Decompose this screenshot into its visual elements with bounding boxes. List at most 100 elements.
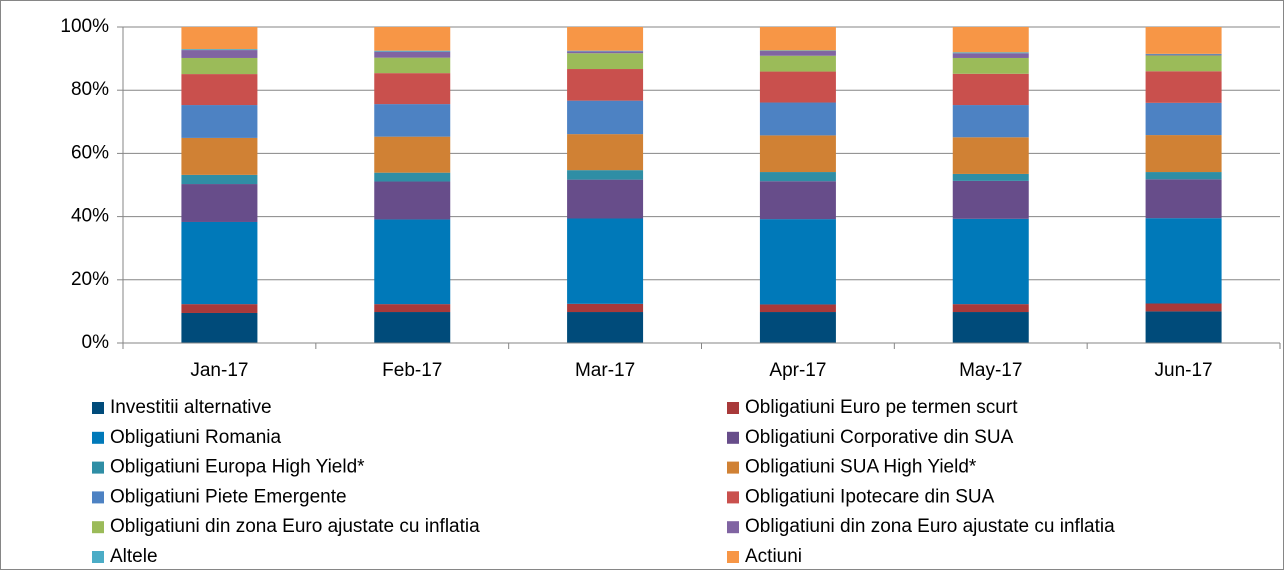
bar-segment [567,179,644,219]
legend-label: Obligatiuni Europa High Yield* [110,457,365,478]
bar-segment [181,312,258,343]
bar-segment [1145,55,1222,72]
bar-segment [1145,172,1222,180]
bar-segment [759,312,836,343]
legend-swatch [727,431,739,444]
y-tick-label: 40% [71,206,109,227]
legend-label: Obligatiuni Ipotecare din SUA [745,486,995,507]
bar-segment [374,104,451,137]
y-tick-label: 100% [60,16,109,37]
x-tick-label: Jun-17 [1155,360,1213,381]
bar-segment [952,137,1029,174]
bar-segment [567,53,644,70]
bar-segment [952,173,1029,181]
bar-segment [181,57,258,75]
legend-swatch [92,551,104,563]
bar-segment [567,69,644,101]
bar-segment [374,136,451,173]
legend-swatch [727,551,739,563]
bar-segment [374,172,451,182]
bar-segment [374,51,451,58]
y-tick-label: 80% [71,79,109,100]
x-tick-label: Apr-17 [769,360,826,381]
legend-label: Obligatiuni Romania [110,427,282,448]
y-tick-label: 20% [71,269,109,290]
legend-swatch [92,461,104,474]
bar-segment [181,49,258,51]
x-tick-label: May-17 [959,360,1022,381]
legend-label: Obligatiuni Euro pe termen scurt [745,397,1018,418]
bar-segment [181,74,258,106]
bar-segment [952,57,1029,74]
bar-segment [567,100,644,135]
bar-segment [374,50,451,52]
bar-segment [759,135,836,173]
y-tick-label: 0% [82,332,110,353]
bar-segment [374,57,451,74]
legend-label: Obligatiuni Corporative din SUA [745,427,1014,448]
bar-segment [1145,303,1222,312]
bar-segment [952,52,1029,54]
bar-segment [181,174,258,185]
bar-segment [181,50,258,58]
legend-label: Altele [110,546,158,567]
bar-segment [952,27,1029,53]
bar-segment [759,102,836,136]
bar-segment [374,312,451,343]
bar-segment [1145,179,1222,219]
bar-segment [181,221,258,305]
bar-segment [1145,71,1222,103]
x-tick-label: Mar-17 [575,360,635,381]
legend-swatch [92,521,104,534]
bar-segment [759,172,836,182]
legend-swatch [727,521,739,534]
legend-label: Obligatiuni din zona Euro ajustate cu in… [745,516,1115,537]
bar-segment [567,312,644,343]
bar-segment [1145,54,1222,56]
legend-label: Obligatiuni din zona Euro ajustate cu in… [110,516,480,537]
legend-swatch [727,491,739,504]
legend-swatch [92,402,104,414]
bar-segment [759,181,836,220]
bar-segment [759,219,836,305]
bar-segment [1145,218,1222,304]
bar-segment [759,27,836,51]
bar-segment [374,219,451,305]
bar-segment [374,27,451,51]
x-tick-label: Feb-17 [382,360,442,381]
bar-segment [759,55,836,72]
bar-segment [1145,311,1222,343]
bar-segment [567,27,644,51]
bar-segment [1145,102,1222,136]
y-tick-label: 60% [71,142,109,163]
bar-segment [759,50,836,52]
bar-segment [952,105,1029,138]
bar-segment [1145,53,1222,55]
bar-segment [374,181,451,220]
bar-segment [567,50,644,52]
legend-swatch [727,402,739,414]
x-tick-label: Jan-17 [190,360,248,381]
bar-segment [952,180,1029,219]
legend-swatch [727,461,739,474]
bar-segment [759,71,836,103]
bar-segment [1145,27,1222,54]
bar-segment [181,184,258,222]
legend-swatch [92,431,104,444]
legend-label: Obligatiuni SUA High Yield* [745,457,977,478]
legend-label: Investitii alternative [110,397,272,418]
bar-segment [952,73,1029,106]
bar-segment [1145,135,1222,173]
bar-segment [567,51,644,54]
bar-segment [952,53,1029,58]
legend-label: Obligatiuni Piete Emergente [110,486,347,507]
bar-segment [181,105,258,138]
bar-segment [181,27,258,50]
bar-segment [952,218,1029,305]
bar-segment [181,137,258,175]
bar-segment [567,303,644,313]
bar-segment [952,304,1029,313]
legend-swatch [92,491,104,504]
bar-segment [759,304,836,313]
